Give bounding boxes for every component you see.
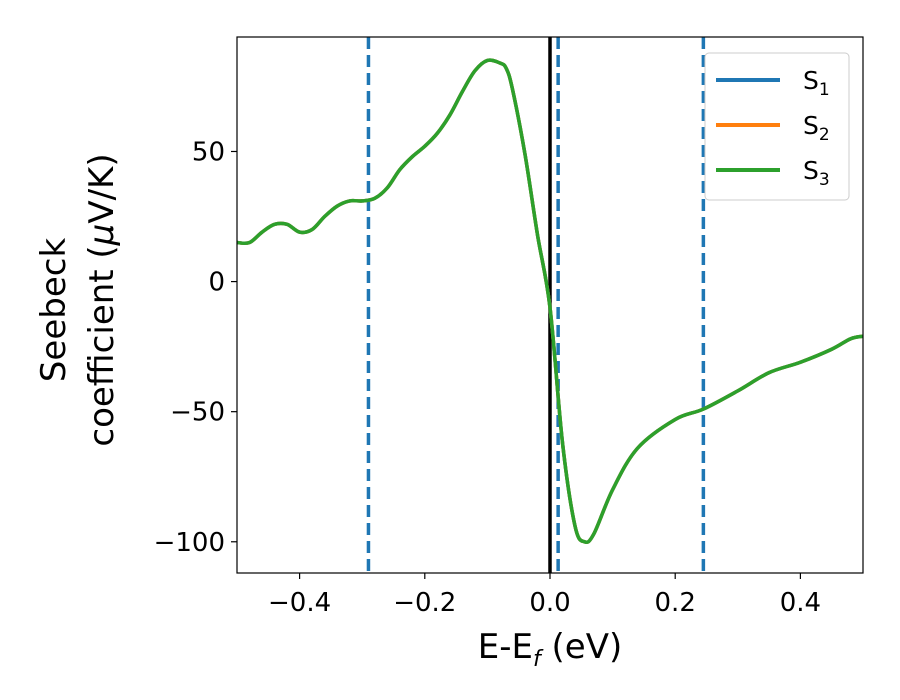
y-tick-label: 0 <box>208 268 225 298</box>
y-axis-ticks: −100 −50 0 50 <box>154 137 237 558</box>
reference-lines <box>366 37 706 573</box>
legend-label-s3: S3 <box>803 156 830 190</box>
x-axis-ticks: −0.4 −0.2 0.0 0.2 0.4 <box>268 573 821 618</box>
legend-label-s1: S1 <box>803 66 830 100</box>
x-tick-label: −0.2 <box>393 588 456 618</box>
x-tick-label: 0.4 <box>780 588 821 618</box>
y-axis-title-line2: coefficient (μV/K) <box>82 153 122 446</box>
series-lines <box>237 58 863 545</box>
y-tick-label: −100 <box>154 528 225 558</box>
x-tick-label: −0.4 <box>268 588 331 618</box>
legend: S1 S2 S3 <box>704 52 850 201</box>
x-tick-label: 0.0 <box>529 588 570 618</box>
x-axis-title: E-Ef (eV) <box>478 627 623 672</box>
x-tick-label: 0.2 <box>655 588 696 618</box>
legend-label-s2: S2 <box>803 111 830 145</box>
y-tick-label: 50 <box>192 137 225 167</box>
series-line-s3 <box>237 58 863 545</box>
y-axis-title-line1: Seebeck <box>34 238 74 383</box>
y-tick-label: −50 <box>170 398 225 428</box>
